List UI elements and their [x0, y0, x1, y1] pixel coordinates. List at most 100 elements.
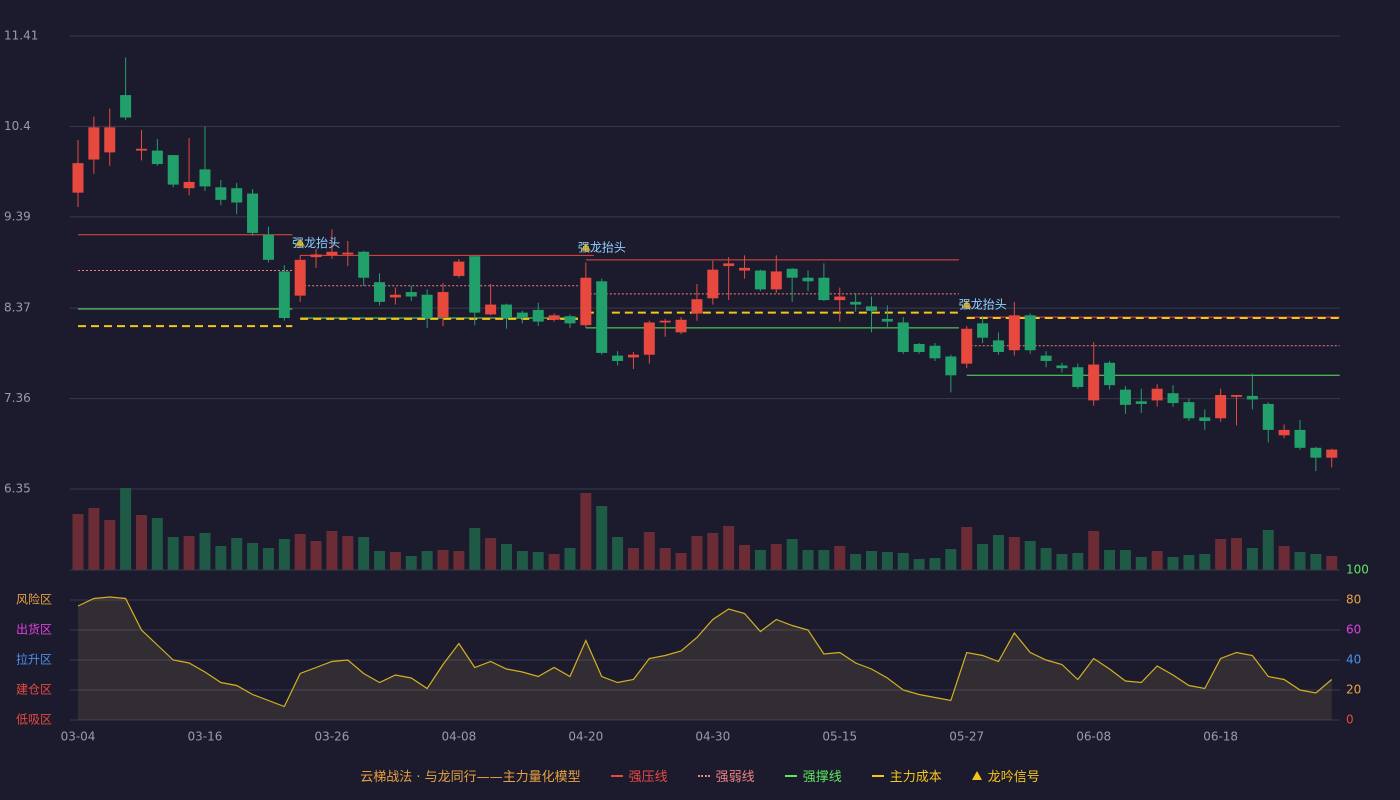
- volume-bar: [1167, 557, 1179, 570]
- legend-key: [610, 774, 623, 777]
- candle-body: [215, 187, 227, 200]
- volume-bar: [1088, 531, 1100, 570]
- legend-label: 主力成本: [889, 770, 942, 785]
- candle-body: [278, 271, 290, 319]
- volume-bar: [469, 528, 481, 570]
- volume-bar: [247, 543, 259, 570]
- candle-body: [1088, 364, 1100, 401]
- legend-label: 强撑线: [802, 770, 842, 785]
- candle-body: [1183, 402, 1195, 419]
- volume-bar: [1072, 553, 1084, 570]
- volume-bar: [612, 537, 624, 570]
- candle-body: [1326, 449, 1338, 458]
- candle-body: [612, 355, 624, 361]
- candle-body: [1278, 429, 1290, 436]
- volume-bar: [659, 548, 671, 570]
- candle-body: [374, 282, 386, 302]
- y-tick-label: 11.41: [4, 29, 38, 43]
- candle-body: [754, 270, 766, 290]
- candle-body: [627, 354, 639, 358]
- x-tick-label: 06-08: [1076, 730, 1111, 744]
- zone-label: 拉升区: [16, 652, 52, 667]
- zone-label: 风险区: [16, 592, 52, 607]
- chart: 11.41 10.4 9.39 8.37 7.36 6.35 03-04 03-16 03-26…: [4, 29, 1369, 744]
- volume-bar: [1231, 538, 1243, 570]
- x-tick-label: 05-27: [949, 730, 984, 744]
- candle-body: [262, 234, 274, 260]
- signal-marker: [961, 300, 972, 309]
- candle-body: [151, 150, 163, 165]
- candle-body: [977, 323, 989, 338]
- volume-bar: [977, 544, 989, 570]
- volume-bar: [1183, 555, 1195, 570]
- volume-bar: [1040, 548, 1052, 570]
- volume-bar: [1215, 539, 1227, 570]
- volume-bar: [199, 533, 211, 570]
- volume-bar: [1151, 551, 1163, 570]
- volume-bar: [548, 554, 560, 570]
- legend-key: [871, 774, 884, 777]
- volume-bar: [421, 551, 433, 570]
- x-tick-label: 03-26: [314, 730, 349, 744]
- candle-body: [1215, 394, 1227, 419]
- volume-bar: [754, 550, 766, 570]
- candle-body: [1008, 315, 1020, 351]
- y2-tick-label: 40: [1346, 653, 1361, 667]
- volume-bar: [1008, 537, 1020, 570]
- candle-body: [675, 319, 687, 333]
- volume-bar: [739, 545, 751, 570]
- candle-body: [1310, 447, 1322, 458]
- y-tick-label: 9.39: [4, 209, 31, 223]
- volume-bar: [834, 546, 846, 570]
- volume-bar: [1104, 550, 1116, 570]
- volume-bar: [326, 531, 338, 570]
- candle-body: [247, 193, 259, 233]
- volume-bar: [1024, 541, 1036, 570]
- volume-bar: [358, 537, 370, 570]
- x-tick-label: 05-15: [822, 730, 857, 744]
- candle-body: [929, 345, 941, 359]
- candle-body: [231, 188, 243, 203]
- candle-body: [643, 322, 655, 355]
- volume-bar: [485, 538, 497, 570]
- candle-body: [866, 306, 877, 311]
- candle-body: [564, 316, 576, 324]
- candle-body: [1294, 429, 1306, 448]
- candle-body: [818, 277, 830, 301]
- volume-bar: [675, 553, 687, 570]
- candle-body: [469, 256, 481, 313]
- candle-body: [707, 269, 719, 299]
- volume-bar: [231, 538, 243, 570]
- volume-bar: [278, 539, 290, 570]
- y-tick-label: 10.4: [4, 119, 31, 133]
- volume-bar: [1199, 554, 1211, 570]
- volume-bar: [1310, 554, 1322, 570]
- legend-label: 强弱线: [715, 770, 755, 785]
- candle-body: [770, 271, 782, 290]
- x-tick-label: 03-16: [188, 730, 223, 744]
- candle-body: [389, 294, 401, 298]
- y-tick-label: 7.36: [4, 391, 31, 405]
- candle-body: [913, 343, 925, 353]
- candle-body: [834, 296, 846, 301]
- legend-label: 龙吟信号: [987, 770, 1040, 785]
- candle-body: [183, 181, 195, 189]
- volume-bar: [294, 534, 306, 570]
- legend: 云梯战法 · 与龙同行——主力量化模型 强压线 强弱线 强撑线 主力成本 龙吟信号: [0, 766, 1400, 785]
- candle-body: [691, 299, 703, 314]
- volume-bar: [913, 559, 925, 570]
- volume-bar: [405, 556, 417, 570]
- signal-marker: [295, 238, 306, 247]
- candle-body: [596, 281, 608, 353]
- volume-bar: [342, 536, 354, 570]
- volume-bar: [1056, 554, 1068, 570]
- candle-body: [1024, 315, 1036, 351]
- legend-label: 强压线: [628, 770, 668, 785]
- candle-body: [1040, 355, 1052, 361]
- candle-body: [961, 328, 973, 364]
- candle-body: [786, 268, 798, 278]
- candle-body: [104, 127, 116, 153]
- volume-bar: [88, 508, 100, 570]
- candle-body: [1231, 394, 1243, 397]
- volume-bar: [850, 554, 862, 570]
